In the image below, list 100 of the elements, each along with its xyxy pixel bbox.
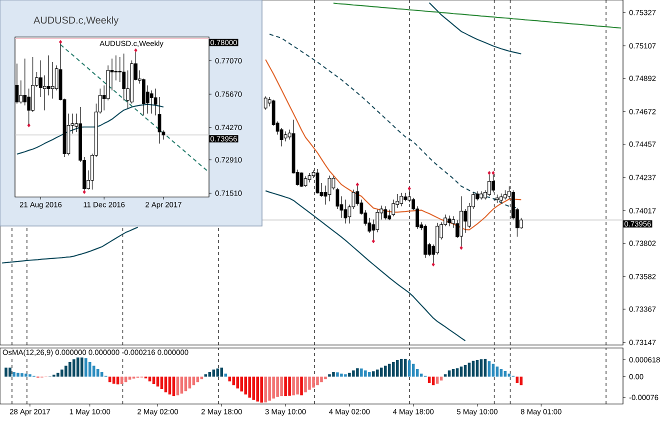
point bbox=[58, 40, 62, 44]
bar bbox=[176, 376, 180, 396]
bar bbox=[228, 376, 232, 382]
bar bbox=[376, 370, 379, 377]
bar bbox=[400, 358, 403, 377]
candlestick bbox=[308, 172, 312, 183]
chart-title: AUDUSD.c,Weekly bbox=[34, 16, 119, 26]
candlestick bbox=[43, 75, 46, 111]
bar bbox=[408, 360, 411, 377]
bar bbox=[252, 376, 255, 400]
bar bbox=[404, 358, 407, 377]
bar bbox=[244, 376, 248, 394]
bar bbox=[60, 370, 64, 377]
bar bbox=[352, 370, 355, 377]
line-series bbox=[332, 2, 622, 29]
candlestick bbox=[264, 96, 268, 110]
bar bbox=[396, 360, 399, 377]
bar bbox=[172, 376, 176, 396]
candlestick bbox=[392, 199, 396, 217]
bar bbox=[168, 376, 172, 394]
candlestick bbox=[448, 215, 451, 227]
point bbox=[372, 239, 375, 244]
bar bbox=[12, 372, 16, 377]
candlestick bbox=[304, 176, 308, 188]
candlestick bbox=[500, 193, 503, 204]
bar bbox=[256, 376, 259, 402]
bar bbox=[368, 372, 371, 377]
bar bbox=[232, 376, 236, 386]
bar bbox=[240, 376, 244, 392]
bar bbox=[196, 376, 200, 382]
candlestick bbox=[39, 60, 42, 98]
bar bbox=[288, 376, 291, 396]
candlestick bbox=[336, 188, 340, 210]
candlestick bbox=[46, 55, 50, 96]
bar bbox=[392, 362, 395, 377]
bar bbox=[296, 376, 299, 394]
bar bbox=[80, 357, 84, 377]
bar bbox=[320, 376, 323, 382]
bar bbox=[8, 368, 12, 377]
bar bbox=[264, 376, 267, 402]
bar bbox=[188, 376, 192, 388]
bar bbox=[308, 376, 311, 390]
point bbox=[488, 170, 491, 175]
bar bbox=[284, 376, 287, 396]
bar bbox=[16, 372, 20, 377]
bar bbox=[224, 374, 228, 377]
bar bbox=[440, 376, 443, 381]
bar bbox=[436, 376, 439, 384]
bar bbox=[280, 376, 283, 396]
bar bbox=[164, 376, 168, 392]
bar bbox=[276, 376, 279, 397]
bar bbox=[348, 372, 351, 377]
candlestick bbox=[158, 96, 162, 144]
point bbox=[134, 48, 138, 52]
candlestick bbox=[150, 90, 154, 114]
bar bbox=[116, 376, 120, 384]
bar bbox=[332, 372, 335, 377]
bar bbox=[300, 376, 303, 396]
candlestick bbox=[122, 53, 126, 101]
bar bbox=[180, 376, 184, 394]
bar bbox=[324, 376, 327, 380]
bar bbox=[76, 357, 80, 377]
bar bbox=[156, 376, 160, 387]
point bbox=[356, 182, 359, 187]
bar bbox=[428, 376, 431, 383]
candlestick bbox=[388, 209, 392, 220]
bar bbox=[316, 376, 319, 386]
bar bbox=[88, 362, 92, 377]
bar bbox=[516, 376, 519, 383]
bar bbox=[124, 376, 128, 382]
bar bbox=[248, 376, 252, 398]
bar bbox=[20, 373, 24, 377]
bar bbox=[112, 376, 116, 384]
bar bbox=[4, 368, 8, 377]
bar bbox=[120, 376, 124, 384]
bar bbox=[56, 372, 60, 377]
bar bbox=[24, 374, 28, 377]
bar bbox=[328, 374, 331, 377]
candlestick bbox=[284, 131, 288, 142]
bar bbox=[260, 376, 263, 403]
candlestick bbox=[114, 55, 118, 81]
point bbox=[432, 262, 435, 266]
candlestick bbox=[50, 62, 54, 99]
bar bbox=[108, 376, 112, 382]
bar bbox=[384, 366, 387, 377]
bar bbox=[268, 376, 271, 401]
bar bbox=[336, 372, 339, 377]
bar bbox=[200, 376, 204, 380]
bar bbox=[304, 376, 307, 392]
bar bbox=[152, 376, 156, 384]
bar bbox=[28, 374, 32, 377]
bar bbox=[64, 366, 68, 377]
bar bbox=[160, 376, 164, 389]
bar bbox=[292, 376, 295, 396]
point bbox=[460, 246, 463, 250]
point bbox=[27, 123, 30, 128]
bar bbox=[272, 376, 275, 399]
candlestick bbox=[344, 199, 348, 224]
bar bbox=[388, 364, 391, 377]
candlestick bbox=[464, 208, 467, 234]
